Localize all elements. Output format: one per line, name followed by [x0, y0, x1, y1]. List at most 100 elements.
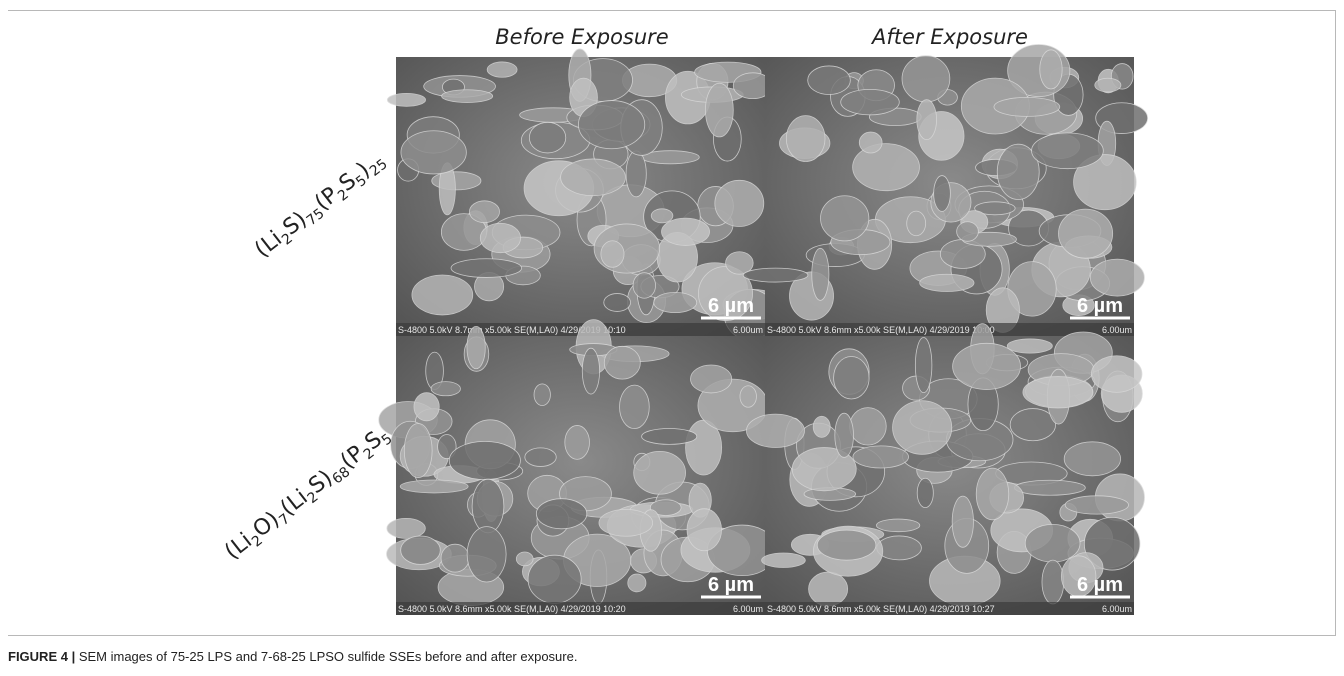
particle [994, 97, 1060, 116]
particle [715, 180, 764, 226]
particle [469, 201, 499, 223]
page: S-4800 5.0kV 8.7mm x5.00k SE(M,LA0) 4/29… [0, 0, 1344, 676]
particle [1040, 50, 1062, 89]
particle [1007, 339, 1052, 353]
particle [604, 346, 640, 379]
particle [1065, 496, 1128, 514]
particle [920, 274, 974, 291]
particle [687, 509, 722, 551]
particle [414, 393, 439, 421]
particle [812, 248, 829, 300]
particle [620, 385, 650, 429]
particle [565, 425, 590, 459]
info-text: S-4800 5.0kV 8.6mm x5.00k SE(M,LA0) 4/29… [767, 604, 995, 614]
column-header: After Exposure [870, 25, 1028, 49]
particle [633, 273, 655, 299]
particle [850, 408, 887, 445]
particle [786, 116, 825, 162]
particle [808, 66, 851, 95]
particle [1010, 409, 1055, 441]
particle [809, 572, 848, 606]
particle [1095, 78, 1121, 92]
particle [601, 241, 624, 268]
particle [690, 365, 731, 393]
particle [431, 382, 460, 396]
particle [654, 292, 697, 312]
particle [529, 122, 565, 153]
particle [387, 93, 425, 106]
particle [859, 132, 882, 153]
particle [480, 223, 520, 252]
particle [536, 499, 586, 529]
label-part: (Li [250, 226, 287, 262]
particle [582, 348, 599, 394]
field-text: 6.00um [733, 325, 763, 335]
particle [401, 131, 466, 174]
scale-label: 6 µm [1077, 574, 1123, 596]
particle [853, 446, 909, 468]
particle [449, 441, 520, 479]
particle [1064, 442, 1120, 476]
scale-label: 6 µm [708, 295, 754, 317]
sem-image: S-4800 5.0kV 8.6mm x5.00k SE(M,LA0) 4/29… [379, 320, 777, 615]
particle [957, 222, 979, 242]
particle [401, 536, 441, 564]
particle [525, 448, 556, 467]
particle [817, 530, 876, 560]
particle [662, 218, 710, 245]
row-label: (Li2S)75(P2S5)25 [250, 147, 390, 265]
particle [516, 552, 533, 566]
info-text: S-4800 5.0kV 8.6mm x5.00k SE(M,LA0) 4/29… [767, 325, 995, 335]
particle [1042, 560, 1064, 604]
particle [762, 553, 806, 567]
particle [626, 151, 646, 197]
particle [472, 479, 504, 533]
caption: FIGURE 4 | SEM images of 75-25 LPS and 7… [8, 649, 577, 664]
particle [853, 144, 920, 191]
particle [907, 211, 926, 236]
particle [599, 509, 653, 536]
particle [442, 90, 493, 103]
particle [841, 89, 900, 115]
particle [746, 414, 804, 447]
particle [628, 574, 646, 592]
figure: S-4800 5.0kV 8.7mm x5.00k SE(M,LA0) 4/29… [0, 0, 1344, 640]
caption-label: FIGURE 4 | [8, 649, 75, 664]
particle [1023, 377, 1093, 408]
sem-image: S-4800 5.0kV 8.6mm x5.00k SE(M,LA0) 4/29… [746, 324, 1144, 615]
particle [820, 196, 868, 241]
sem-image: S-4800 5.0kV 8.6mm x5.00k SE(M,LA0) 4/29… [743, 45, 1147, 336]
particle [705, 83, 733, 137]
particle [917, 478, 933, 507]
particle [467, 527, 506, 582]
particle [387, 518, 425, 538]
particle [604, 294, 631, 312]
particle [1058, 209, 1112, 258]
particle [487, 62, 517, 77]
particle [902, 56, 950, 102]
caption-text: SEM images of 75-25 LPS and 7-68-25 LPSO… [79, 649, 578, 664]
particle [834, 357, 870, 399]
scale-label: 6 µm [708, 574, 754, 596]
particle [534, 384, 550, 406]
particle [740, 386, 757, 407]
particle [934, 176, 951, 212]
particle [1025, 524, 1080, 562]
particle [743, 268, 808, 282]
particle [893, 401, 952, 455]
particle [976, 468, 1009, 520]
particle [400, 480, 468, 493]
column-header: Before Exposure [495, 25, 668, 49]
particle [1032, 133, 1104, 169]
particle [441, 544, 469, 572]
particle [917, 100, 937, 140]
particle [578, 101, 644, 149]
field-text: 6.00um [1102, 325, 1132, 335]
info-text: S-4800 5.0kV 8.6mm x5.00k SE(M,LA0) 4/29… [398, 604, 626, 614]
scale-label: 6 µm [1077, 295, 1123, 317]
particle [877, 536, 922, 560]
field-text: 6.00um [1102, 604, 1132, 614]
particle [915, 338, 932, 393]
label-part: (Li [220, 528, 257, 564]
particle [835, 413, 854, 457]
